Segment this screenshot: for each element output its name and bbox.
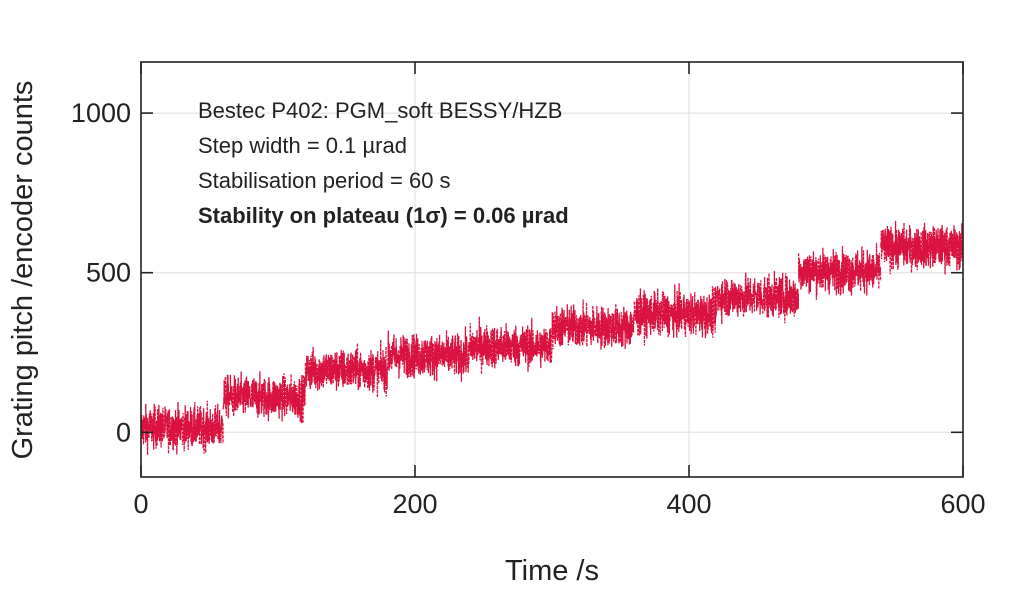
x-axis-title: Time /s — [505, 555, 599, 587]
x-tick-label: 400 — [666, 489, 711, 519]
annotation-box: Bestec P402: PGM_soft BESSY/HZB Step wid… — [198, 98, 569, 228]
series-plateau — [715, 270, 800, 325]
y-tick-label: 1000 — [71, 98, 131, 128]
plot-frame — [140, 61, 964, 478]
annotation-line-4: Stability on plateau (1σ) = 0.06 µrad — [198, 203, 569, 228]
series-plateau — [551, 299, 635, 350]
annotation-line-1: Bestec P402: PGM_soft BESSY/HZB — [198, 98, 562, 123]
y-tick-label: 0 — [116, 417, 131, 447]
series-plateau — [633, 283, 717, 346]
series-line — [140, 220, 964, 455]
series-plateau — [880, 220, 964, 275]
y-axis-title: Grating pitch /encoder counts — [7, 81, 39, 460]
x-tick-label: 600 — [940, 489, 985, 519]
annotation-line-3: Stabilisation period = 60 s — [198, 168, 451, 193]
axis-ticks: 0 200 400 600 0 500 1000 — [71, 62, 986, 519]
x-tick-label: 200 — [392, 489, 437, 519]
series-plateau — [140, 400, 224, 455]
series-plateau — [386, 326, 471, 382]
x-tick-label: 0 — [133, 489, 148, 519]
series-plateau — [797, 242, 882, 300]
series-plateau — [222, 371, 306, 424]
y-tick-label: 500 — [86, 258, 131, 288]
annotation-line-2: Step width = 0.1 µrad — [198, 133, 407, 158]
series-plateau — [469, 316, 553, 375]
series-plateau — [304, 339, 389, 398]
